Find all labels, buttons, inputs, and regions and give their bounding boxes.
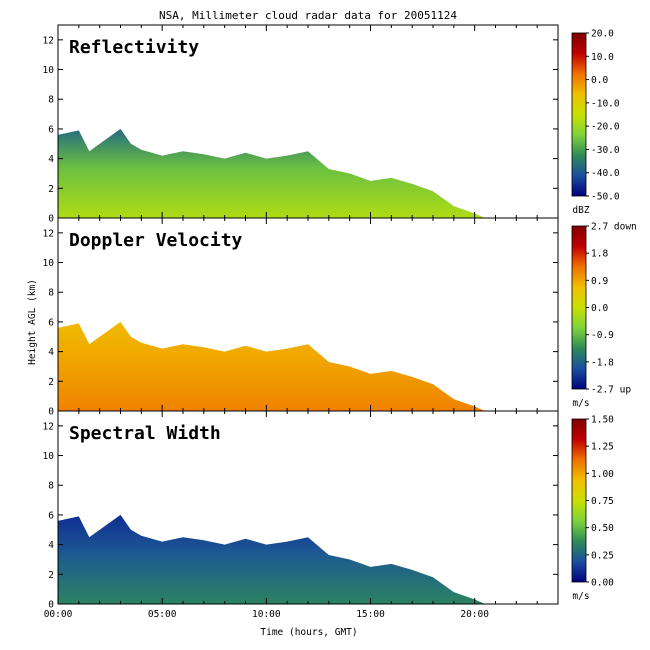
colorbar bbox=[571, 225, 587, 390]
x-axis-label: Time (hours, GMT) bbox=[260, 627, 357, 638]
colorbar-label: 0.0 bbox=[591, 75, 608, 86]
y-tick-label: 12 bbox=[43, 35, 54, 46]
cloud-echo-region bbox=[58, 321, 486, 411]
colorbar-unit: dBZ bbox=[572, 205, 589, 216]
y-tick-label: 0 bbox=[48, 407, 54, 418]
x-tick-label: 15:00 bbox=[356, 609, 385, 620]
panel-0: Reflectivity 0 2 4 6 8 10 12 20.0 10.0 0.0 -10.0 -20… bbox=[43, 24, 620, 225]
colorbar-label: -30.0 bbox=[591, 145, 620, 156]
y-tick-label: 2 bbox=[48, 377, 54, 388]
y-tick-label: 8 bbox=[48, 95, 54, 106]
panel-2: Spectral Width 0 2 4 6 8 10 12 00:00 05:00 10:00 15… bbox=[43, 410, 614, 620]
y-tick-label: 10 bbox=[43, 451, 55, 462]
colorbar-label: 1.50 bbox=[591, 415, 614, 426]
y-tick-label: 2 bbox=[48, 570, 54, 581]
y-tick-label: 0 bbox=[48, 600, 54, 611]
panel-label: Doppler Velocity bbox=[69, 230, 243, 251]
x-tick-label: 00:00 bbox=[44, 609, 73, 620]
colorbar bbox=[571, 418, 587, 583]
x-tick-label: 10:00 bbox=[252, 609, 281, 620]
y-tick-label: 4 bbox=[48, 154, 54, 165]
y-tick-label: 4 bbox=[48, 540, 54, 551]
colorbar-label: 1.00 bbox=[591, 469, 614, 480]
panel-label: Spectral Width bbox=[69, 423, 221, 444]
panels: Reflectivity02468101220.010.00.0-10.0-20… bbox=[43, 24, 637, 620]
colorbar-label: 20.0 bbox=[591, 29, 614, 40]
colorbar-label: -10.0 bbox=[591, 98, 620, 109]
colorbar-label: -50.0 bbox=[591, 192, 620, 203]
figure-title: NSA, Millimeter cloud radar data for 200… bbox=[159, 9, 457, 22]
panel-label: Reflectivity bbox=[69, 37, 199, 58]
colorbar-unit: m/s bbox=[572, 591, 589, 602]
y-tick-label: 12 bbox=[43, 228, 54, 239]
y-tick-label: 12 bbox=[43, 421, 54, 432]
y-tick-label: 0 bbox=[48, 214, 54, 225]
colorbar-label: -1.8 bbox=[591, 357, 614, 368]
colorbar bbox=[571, 32, 587, 197]
y-axis-label: Height AGL (km) bbox=[27, 279, 38, 365]
colorbar-label: -2.7 up bbox=[591, 385, 631, 396]
colorbar-unit: m/s bbox=[572, 398, 589, 409]
colorbar-label: 0.0 bbox=[591, 303, 608, 314]
y-tick-label: 10 bbox=[43, 258, 55, 269]
cloud-echo-region bbox=[58, 128, 486, 218]
colorbar-label: -40.0 bbox=[591, 168, 620, 179]
colorbar-label: 0.00 bbox=[591, 578, 614, 589]
x-tick-label: 20:00 bbox=[460, 609, 489, 620]
y-tick-label: 4 bbox=[48, 347, 54, 358]
y-tick-label: 6 bbox=[48, 317, 54, 328]
y-tick-label: 10 bbox=[43, 65, 55, 76]
y-tick-label: 8 bbox=[48, 481, 54, 492]
y-tick-label: 2 bbox=[48, 184, 54, 195]
colorbar-label: 0.25 bbox=[591, 550, 614, 561]
colorbar-label: -20.0 bbox=[591, 122, 620, 133]
y-tick-label: 6 bbox=[48, 510, 54, 521]
y-tick-label: 8 bbox=[48, 288, 54, 299]
colorbar-label: 1.8 bbox=[591, 249, 608, 260]
colorbar-label: -0.9 bbox=[591, 330, 614, 341]
colorbar-label: 0.75 bbox=[591, 496, 614, 507]
colorbar-label: 2.7 down bbox=[591, 222, 637, 233]
colorbar-label: 10.0 bbox=[591, 52, 614, 63]
colorbar-label: 0.9 bbox=[591, 276, 608, 287]
panel-1: Doppler Velocity 0 2 4 6 8 10 12 2.7 down 1.8 0.9 0… bbox=[43, 217, 637, 418]
colorbar-label: 0.50 bbox=[591, 523, 614, 534]
cloud-echo-region bbox=[58, 514, 486, 604]
x-tick-label: 05:00 bbox=[148, 609, 177, 620]
y-tick-label: 6 bbox=[48, 124, 54, 135]
colorbar-label: 1.25 bbox=[591, 442, 614, 453]
